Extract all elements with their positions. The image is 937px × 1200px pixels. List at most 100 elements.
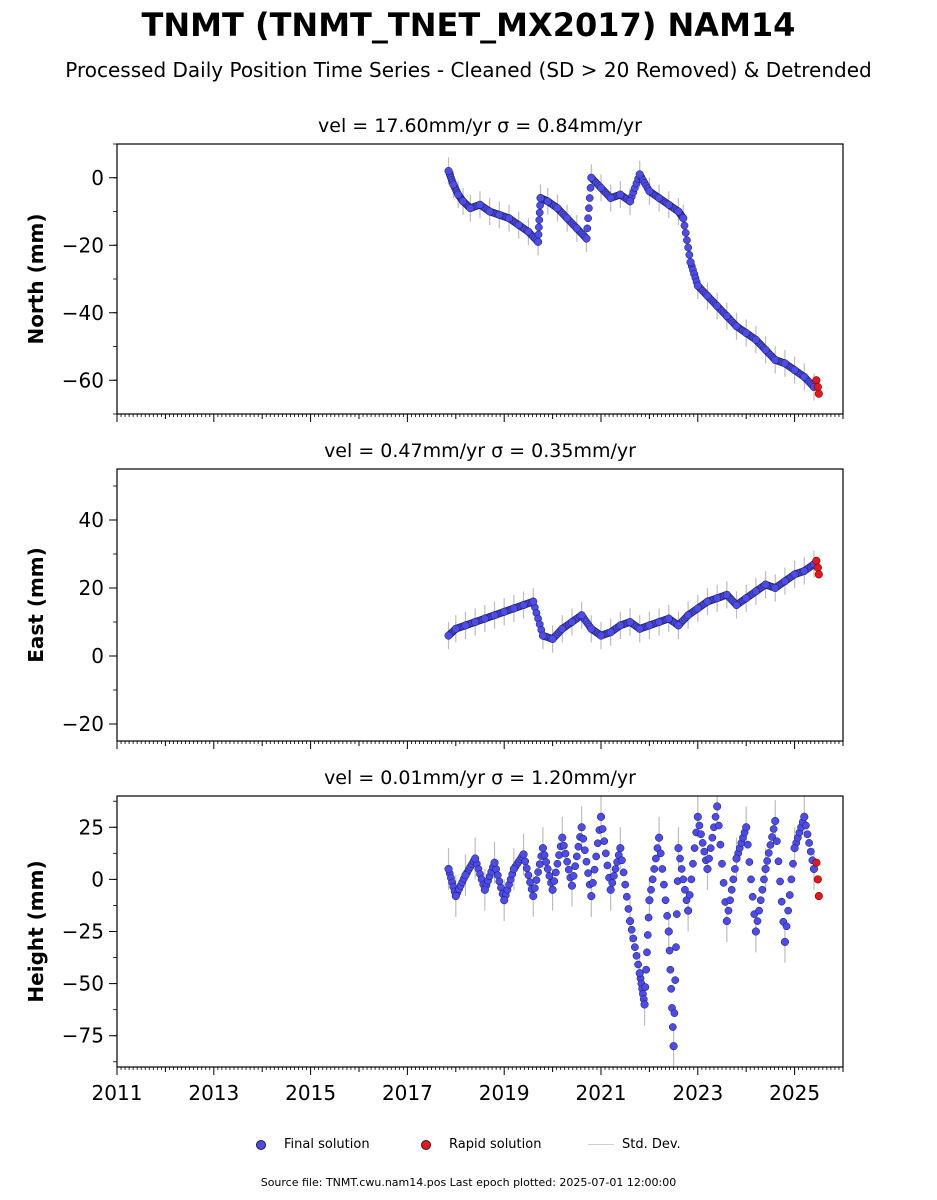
final-point xyxy=(535,860,544,868)
final-point xyxy=(703,864,712,874)
final-point xyxy=(535,216,544,224)
final-point xyxy=(616,190,625,199)
final-point xyxy=(800,372,809,381)
legend: Final solution Rapid solution Std. Dev. xyxy=(0,1137,937,1157)
final-point xyxy=(680,221,689,230)
final-point xyxy=(655,617,664,627)
final-point xyxy=(771,583,780,593)
final-point xyxy=(522,864,531,873)
final-point xyxy=(672,910,681,918)
final-point xyxy=(569,872,578,880)
y-tick-label: −60 xyxy=(62,368,104,392)
final-point xyxy=(645,621,654,630)
final-point xyxy=(509,604,518,613)
final-point xyxy=(553,859,562,868)
final-point xyxy=(444,166,453,176)
final-point xyxy=(748,892,757,901)
final-point xyxy=(631,943,639,951)
final-point xyxy=(774,857,783,866)
final-point xyxy=(652,854,660,863)
final-point xyxy=(592,852,601,861)
final-point xyxy=(459,197,468,206)
final-point xyxy=(790,570,799,579)
final-point xyxy=(643,931,652,939)
x-tick-label: 2015 xyxy=(285,1081,336,1105)
x-tick-label: 2011 xyxy=(92,1081,143,1105)
final-point xyxy=(800,812,809,821)
final-point xyxy=(693,812,702,821)
final-point xyxy=(451,624,460,633)
final-point xyxy=(548,634,557,644)
final-point xyxy=(611,865,620,873)
final-point xyxy=(504,214,514,223)
final-point xyxy=(603,861,612,870)
final-point xyxy=(780,359,789,368)
final-point xyxy=(643,948,651,957)
final-point xyxy=(600,837,609,846)
final-point xyxy=(574,842,583,851)
plot-area-north xyxy=(444,157,823,401)
final-point xyxy=(567,617,577,627)
final-point xyxy=(587,624,596,633)
final-point xyxy=(713,594,722,603)
final-point xyxy=(619,868,628,877)
final-point xyxy=(606,193,615,203)
final-point xyxy=(681,229,690,237)
final-point xyxy=(521,857,530,866)
y-tick-label: −40 xyxy=(62,301,104,325)
final-point xyxy=(551,868,560,877)
final-point xyxy=(529,892,538,901)
plot-area-east xyxy=(444,550,823,653)
final-point xyxy=(461,871,470,880)
final-point xyxy=(716,840,725,849)
x-tick-label: 2019 xyxy=(479,1081,530,1105)
final-point xyxy=(674,207,683,216)
final-point xyxy=(753,917,762,925)
final-point xyxy=(548,885,557,894)
rapid-point xyxy=(812,376,821,385)
final-point xyxy=(722,917,731,926)
y-axis-label: North (mm) xyxy=(24,213,48,344)
y-tick-label: 25 xyxy=(79,815,104,839)
final-point xyxy=(758,885,767,894)
final-point xyxy=(771,816,780,826)
final-point xyxy=(625,197,635,206)
final-point xyxy=(558,833,567,842)
subplot-title: vel = 0.47mm/yr σ = 0.35mm/yr xyxy=(324,440,636,462)
final-point xyxy=(606,885,615,894)
final-point xyxy=(593,839,602,848)
final-point xyxy=(676,854,684,863)
final-point xyxy=(550,877,559,885)
final-point xyxy=(700,847,709,856)
final-point xyxy=(490,858,499,867)
final-point xyxy=(644,913,653,922)
subplot-title: vel = 0.01mm/yr σ = 1.20mm/yr xyxy=(324,767,636,789)
final-point xyxy=(577,611,586,620)
panel-east: 40 20 0 −20 vel = 0.47mm/yr σ = 0.35mm/yr Eas… xyxy=(24,440,844,749)
final-point xyxy=(742,594,751,603)
final-point xyxy=(538,631,547,640)
final-point xyxy=(703,597,712,606)
final-point xyxy=(777,897,786,906)
final-point xyxy=(656,849,665,858)
final-point xyxy=(648,875,657,884)
final-point xyxy=(451,892,460,901)
figure-subtitle: Processed Daily Position Time Series - C… xyxy=(65,58,872,82)
legend-std-label: Std. Dev. xyxy=(622,1137,681,1152)
final-point xyxy=(485,207,494,216)
legend-rapid-label: Rapid solution xyxy=(449,1137,542,1152)
final-point xyxy=(558,624,567,633)
final-point xyxy=(540,851,549,859)
final-point xyxy=(663,912,671,920)
final-point xyxy=(596,812,606,821)
x-tick-label: 2025 xyxy=(769,1081,820,1105)
rapid-point xyxy=(812,858,821,867)
final-point xyxy=(787,875,796,884)
final-point xyxy=(751,927,760,936)
final-point xyxy=(509,864,518,874)
final-point xyxy=(625,917,635,926)
plot-frame xyxy=(116,143,844,415)
final-point xyxy=(655,833,664,842)
final-point xyxy=(534,868,542,876)
final-point xyxy=(660,880,668,889)
